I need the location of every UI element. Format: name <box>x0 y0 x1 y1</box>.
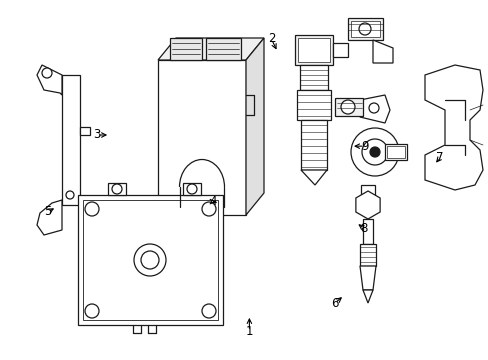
Bar <box>334 98 362 116</box>
Bar <box>386 146 404 158</box>
Circle shape <box>42 68 52 78</box>
Circle shape <box>369 147 379 157</box>
Polygon shape <box>359 95 389 123</box>
Bar <box>158 60 245 215</box>
Bar <box>183 183 201 195</box>
Bar <box>80 127 90 135</box>
Text: 8: 8 <box>360 222 367 235</box>
Circle shape <box>112 184 122 194</box>
Bar <box>299 65 327 90</box>
Text: 2: 2 <box>267 32 275 45</box>
Bar <box>83 200 218 320</box>
Polygon shape <box>359 266 375 290</box>
Circle shape <box>340 100 354 114</box>
Bar <box>297 38 329 62</box>
Text: 4: 4 <box>208 195 216 208</box>
Bar <box>359 244 375 266</box>
Bar <box>205 38 241 60</box>
Polygon shape <box>37 65 62 95</box>
Text: 6: 6 <box>330 297 338 310</box>
Circle shape <box>66 191 74 199</box>
Polygon shape <box>372 40 392 63</box>
Polygon shape <box>424 65 482 190</box>
Bar <box>170 38 202 60</box>
Circle shape <box>361 139 387 165</box>
Bar <box>384 144 406 160</box>
Polygon shape <box>362 290 372 303</box>
Circle shape <box>202 304 216 318</box>
Circle shape <box>358 23 370 35</box>
Circle shape <box>186 184 197 194</box>
Polygon shape <box>37 200 62 235</box>
Circle shape <box>134 244 165 276</box>
Circle shape <box>202 202 216 216</box>
Polygon shape <box>301 170 326 185</box>
Bar <box>332 43 347 57</box>
Circle shape <box>350 128 398 176</box>
Polygon shape <box>245 38 264 215</box>
Circle shape <box>141 251 159 269</box>
Text: 5: 5 <box>44 205 52 218</box>
Text: 9: 9 <box>360 140 368 153</box>
Bar <box>360 185 374 197</box>
Polygon shape <box>355 191 379 219</box>
Polygon shape <box>158 38 264 60</box>
Bar <box>347 18 382 40</box>
Circle shape <box>368 103 378 113</box>
Bar <box>78 195 223 325</box>
Bar <box>362 219 372 244</box>
Bar <box>108 183 126 195</box>
Text: 3: 3 <box>93 129 101 141</box>
Bar <box>296 90 330 120</box>
Text: 1: 1 <box>245 325 253 338</box>
Bar <box>301 120 326 170</box>
Circle shape <box>85 202 99 216</box>
Bar <box>62 75 80 205</box>
Bar <box>294 35 332 65</box>
Bar <box>350 21 379 37</box>
Circle shape <box>85 304 99 318</box>
Text: 7: 7 <box>435 151 443 164</box>
